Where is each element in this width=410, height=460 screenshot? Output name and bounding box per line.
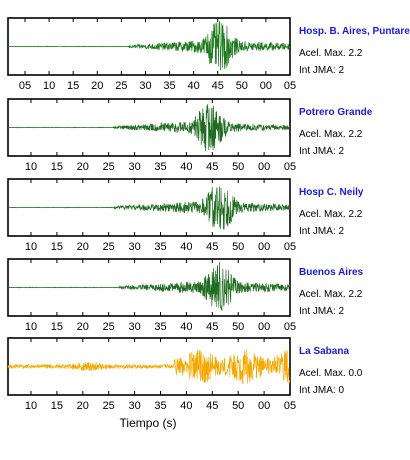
- x-tick-label: 50: [236, 80, 248, 92]
- station-name: Hosp. B. Aires, Puntare: [299, 26, 410, 37]
- station-panel: 10 15 20 25 30 35 40 45 50 00 05 La Sabana Acel. Max…: [7, 337, 363, 412]
- station-panel: 10 15 20 25 30 35 40 45 50 00 05 Hosp C. Neily Acel.…: [7, 178, 364, 253]
- x-tick-label: 30: [128, 161, 140, 173]
- x-tick-label: 45: [212, 80, 224, 92]
- station-panel: 10 15 20 25 30 35 40 45 50 00 05 Potrero Grande Acel…: [7, 98, 373, 173]
- x-tick-label: 50: [232, 241, 244, 253]
- x-tick-label: 45: [206, 241, 218, 253]
- x-tick-label: 00: [258, 400, 270, 412]
- acel-max-label: Acel. Max. 2.2: [299, 289, 363, 300]
- x-tick-label: 05: [284, 400, 296, 412]
- x-tick-label: 40: [180, 400, 192, 412]
- acel-max-label: Acel. Max. 2.2: [299, 209, 363, 220]
- x-tick-label: 05: [284, 241, 296, 253]
- waveform-trace: [7, 104, 291, 152]
- x-tick-label: 40: [188, 80, 200, 92]
- station-panel: 05 10 15 20 25 30 35 40 45 50 00 05 Hosp. B. Aires, …: [7, 17, 410, 92]
- x-tick-label: 10: [43, 80, 55, 92]
- x-tick-label: 50: [232, 161, 244, 173]
- x-tick-label: 05: [19, 80, 31, 92]
- x-tick-label: 00: [260, 80, 272, 92]
- x-tick-label: 20: [91, 80, 103, 92]
- x-tick-label: 15: [51, 161, 63, 173]
- station-name: Potrero Grande: [299, 107, 373, 118]
- x-tick-label: 05: [284, 161, 296, 173]
- x-tick-label: 05: [284, 80, 296, 92]
- x-tick-label: 40: [180, 161, 192, 173]
- x-tick-label: 15: [51, 241, 63, 253]
- acel-max-label: Acel. Max. 0.0: [299, 368, 363, 379]
- x-tick-label: 00: [258, 241, 270, 253]
- x-tick-label: 40: [180, 321, 192, 333]
- x-tick-label: 25: [115, 80, 127, 92]
- x-tick-label: 45: [206, 321, 218, 333]
- acel-max-label: Acel. Max. 2.2: [299, 48, 363, 59]
- waveform-trace: [7, 349, 291, 385]
- station-name: Buenos Aires: [299, 267, 364, 278]
- int-jma-label: Int JMA: 2: [299, 306, 344, 317]
- x-tick-label: 10: [25, 241, 37, 253]
- x-tick-label: 10: [25, 161, 37, 173]
- x-tick-label: 25: [103, 400, 115, 412]
- station-name: Hosp C. Neily: [299, 187, 364, 198]
- waveform-trace: [7, 262, 291, 311]
- x-tick-label: 30: [139, 80, 151, 92]
- seismogram-panels: 05 10 15 20 25 30 35 40 45 50 00 05 Hosp. B. Aires, …: [7, 17, 410, 412]
- x-tick-label: 45: [206, 400, 218, 412]
- int-jma-label: Int JMA: 0: [299, 385, 344, 396]
- waveform-trace: [7, 21, 291, 71]
- x-tick-label: 25: [103, 241, 115, 253]
- x-tick-label: 10: [25, 400, 37, 412]
- x-tick-label: 15: [51, 400, 63, 412]
- station-panel: 10 15 20 25 30 35 40 45 50 00 05 Buenos Aires Acel. …: [7, 258, 364, 333]
- x-tick-label: 30: [128, 241, 140, 253]
- x-tick-label: 25: [103, 321, 115, 333]
- x-tick-label: 35: [163, 80, 175, 92]
- x-tick-label: 10: [25, 321, 37, 333]
- x-tick-label: 05: [284, 321, 296, 333]
- x-tick-label: 50: [232, 400, 244, 412]
- x-tick-label: 00: [258, 321, 270, 333]
- int-jma-label: Int JMA: 2: [299, 146, 344, 157]
- x-tick-label: 00: [258, 161, 270, 173]
- x-tick-label: 35: [154, 161, 166, 173]
- x-tick-label: 20: [77, 321, 89, 333]
- x-tick-label: 20: [77, 161, 89, 173]
- waveform-trace: [7, 186, 291, 230]
- x-tick-label: 20: [77, 400, 89, 412]
- x-tick-label: 30: [128, 400, 140, 412]
- x-tick-label: 20: [77, 241, 89, 253]
- x-tick-label: 25: [103, 161, 115, 173]
- x-tick-label: 50: [232, 321, 244, 333]
- x-tick-label: 15: [67, 80, 79, 92]
- int-jma-label: Int JMA: 2: [299, 65, 344, 76]
- x-tick-label: 30: [128, 321, 140, 333]
- x-tick-label: 15: [51, 321, 63, 333]
- x-axis-title: Tiempo (s): [120, 416, 177, 430]
- x-tick-label: 35: [154, 241, 166, 253]
- x-tick-label: 40: [180, 241, 192, 253]
- int-jma-label: Int JMA: 2: [299, 226, 344, 237]
- x-tick-label: 45: [206, 161, 218, 173]
- station-name: La Sabana: [299, 346, 349, 357]
- x-tick-label: 35: [154, 321, 166, 333]
- acel-max-label: Acel. Max. 2.2: [299, 129, 363, 140]
- x-tick-label: 35: [154, 400, 166, 412]
